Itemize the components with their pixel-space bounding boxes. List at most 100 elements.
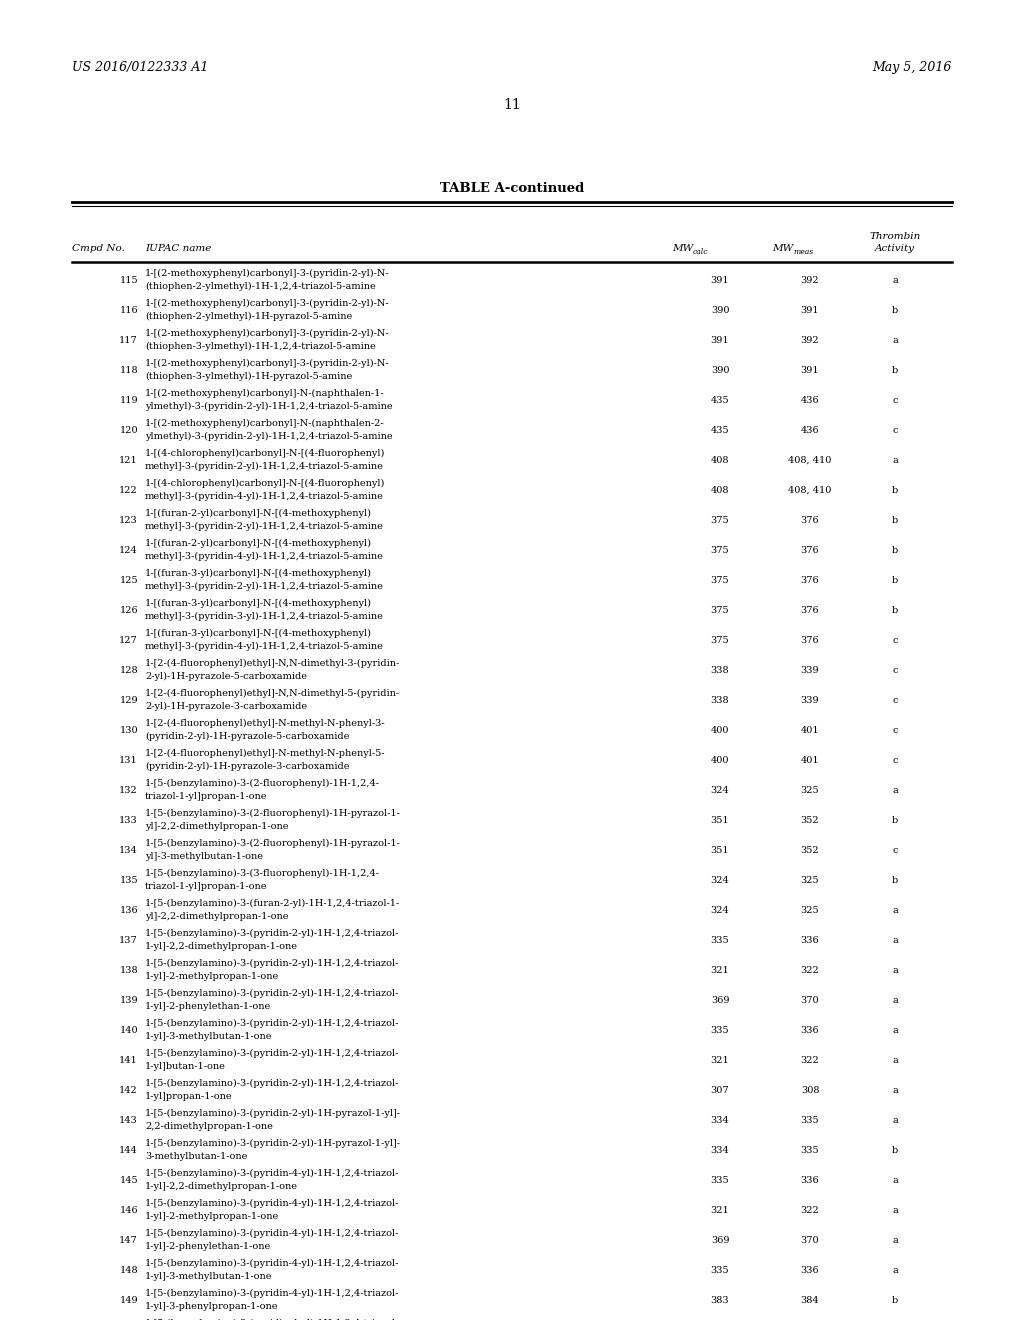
- Text: a: a: [892, 1205, 898, 1214]
- Text: b: b: [892, 366, 898, 375]
- Text: 1-yl]propan-1-one: 1-yl]propan-1-one: [145, 1092, 232, 1101]
- Text: c: c: [892, 696, 898, 705]
- Text: a: a: [892, 1236, 898, 1245]
- Text: 1-[5-(benzylamino)-3-(2-fluorophenyl)-1H-1,2,4-: 1-[5-(benzylamino)-3-(2-fluorophenyl)-1H…: [145, 779, 380, 788]
- Text: 115: 115: [120, 276, 138, 285]
- Text: a: a: [892, 1056, 898, 1065]
- Text: 401: 401: [801, 756, 819, 764]
- Text: 352: 352: [801, 846, 819, 855]
- Text: 132: 132: [119, 785, 138, 795]
- Text: 436: 436: [801, 426, 819, 434]
- Text: a: a: [892, 276, 898, 285]
- Text: 335: 335: [711, 936, 729, 945]
- Text: 308: 308: [801, 1086, 819, 1094]
- Text: 122: 122: [119, 486, 138, 495]
- Text: 322: 322: [801, 966, 819, 974]
- Text: 130: 130: [120, 726, 138, 735]
- Text: 149: 149: [120, 1296, 138, 1304]
- Text: b: b: [892, 306, 898, 314]
- Text: 321: 321: [711, 1056, 729, 1065]
- Text: 400: 400: [711, 726, 729, 735]
- Text: 2-yl)-1H-pyrazole-5-carboxamide: 2-yl)-1H-pyrazole-5-carboxamide: [145, 672, 307, 681]
- Text: b: b: [892, 1296, 898, 1304]
- Text: meas: meas: [793, 248, 813, 256]
- Text: 391: 391: [711, 276, 729, 285]
- Text: 324: 324: [711, 875, 729, 884]
- Text: 124: 124: [119, 545, 138, 554]
- Text: 335: 335: [711, 1026, 729, 1035]
- Text: MW: MW: [672, 244, 693, 253]
- Text: 1-[2-(4-fluorophenyl)ethyl]-N,N-dimethyl-3-(pyridin-: 1-[2-(4-fluorophenyl)ethyl]-N,N-dimethyl…: [145, 659, 400, 668]
- Text: 138: 138: [120, 966, 138, 974]
- Text: a: a: [892, 1176, 898, 1185]
- Text: 123: 123: [119, 516, 138, 525]
- Text: yl]-2,2-dimethylpropan-1-one: yl]-2,2-dimethylpropan-1-one: [145, 822, 289, 832]
- Text: 1-yl]-2-methylpropan-1-one: 1-yl]-2-methylpropan-1-one: [145, 1212, 280, 1221]
- Text: b: b: [892, 875, 898, 884]
- Text: 1-yl]-2-phenylethan-1-one: 1-yl]-2-phenylethan-1-one: [145, 1002, 271, 1011]
- Text: 1-[5-(benzylamino)-3-(pyridin-4-yl)-1H-1,2,4-triazol-: 1-[5-(benzylamino)-3-(pyridin-4-yl)-1H-1…: [145, 1290, 399, 1298]
- Text: 400: 400: [711, 756, 729, 764]
- Text: 376: 376: [801, 576, 819, 585]
- Text: 134: 134: [119, 846, 138, 855]
- Text: 1-[5-(benzylamino)-3-(pyridin-2-yl)-1H-1,2,4-triazol-: 1-[5-(benzylamino)-3-(pyridin-2-yl)-1H-1…: [145, 960, 399, 968]
- Text: 1-yl]-3-phenylpropan-1-one: 1-yl]-3-phenylpropan-1-one: [145, 1302, 279, 1311]
- Text: 1-[2-(4-fluorophenyl)ethyl]-N,N-dimethyl-5-(pyridin-: 1-[2-(4-fluorophenyl)ethyl]-N,N-dimethyl…: [145, 689, 400, 698]
- Text: US 2016/0122333 A1: US 2016/0122333 A1: [72, 62, 208, 74]
- Text: 1-[5-(benzylamino)-3-(pyridin-4-yl)-1H-1,2,4-triazol-: 1-[5-(benzylamino)-3-(pyridin-4-yl)-1H-1…: [145, 1259, 399, 1269]
- Text: yl]-2,2-dimethylpropan-1-one: yl]-2,2-dimethylpropan-1-one: [145, 912, 289, 921]
- Text: IUPAC name: IUPAC name: [145, 244, 211, 253]
- Text: 324: 324: [711, 906, 729, 915]
- Text: 1-yl]-2,2-dimethylpropan-1-one: 1-yl]-2,2-dimethylpropan-1-one: [145, 942, 298, 950]
- Text: Cmpd No.: Cmpd No.: [72, 244, 125, 253]
- Text: 1-[(2-methoxyphenyl)carbonyl]-3-(pyridin-2-yl)-N-: 1-[(2-methoxyphenyl)carbonyl]-3-(pyridin…: [145, 300, 389, 308]
- Text: 1-[5-(benzylamino)-3-(pyridin-4-yl)-1H-1,2,4-triazol-: 1-[5-(benzylamino)-3-(pyridin-4-yl)-1H-1…: [145, 1170, 399, 1179]
- Text: triazol-1-yl]propan-1-one: triazol-1-yl]propan-1-one: [145, 882, 267, 891]
- Text: Activity: Activity: [874, 244, 915, 253]
- Text: 352: 352: [801, 816, 819, 825]
- Text: 1-yl]-2,2-dimethylpropan-1-one: 1-yl]-2,2-dimethylpropan-1-one: [145, 1181, 298, 1191]
- Text: 375: 375: [711, 576, 729, 585]
- Text: 1-[(2-methoxyphenyl)carbonyl]-N-(naphthalen-1-: 1-[(2-methoxyphenyl)carbonyl]-N-(naphtha…: [145, 389, 385, 399]
- Text: 1-[2-(4-fluorophenyl)ethyl]-N-methyl-N-phenyl-5-: 1-[2-(4-fluorophenyl)ethyl]-N-methyl-N-p…: [145, 748, 385, 758]
- Text: ylmethyl)-3-(pyridin-2-yl)-1H-1,2,4-triazol-5-amine: ylmethyl)-3-(pyridin-2-yl)-1H-1,2,4-tria…: [145, 403, 392, 411]
- Text: 335: 335: [711, 1176, 729, 1185]
- Text: 136: 136: [120, 906, 138, 915]
- Text: (pyridin-2-yl)-1H-pyrazole-5-carboxamide: (pyridin-2-yl)-1H-pyrazole-5-carboxamide: [145, 733, 349, 741]
- Text: c: c: [892, 426, 898, 434]
- Text: 324: 324: [711, 785, 729, 795]
- Text: 390: 390: [711, 366, 729, 375]
- Text: 2-yl)-1H-pyrazole-3-carboxamide: 2-yl)-1H-pyrazole-3-carboxamide: [145, 702, 307, 711]
- Text: a: a: [892, 1086, 898, 1094]
- Text: 11: 11: [503, 98, 521, 112]
- Text: TABLE A-continued: TABLE A-continued: [440, 181, 584, 194]
- Text: c: c: [892, 636, 898, 644]
- Text: a: a: [892, 966, 898, 974]
- Text: 1-[5-(benzylamino)-3-(pyridin-2-yl)-1H-1,2,4-triazol-: 1-[5-(benzylamino)-3-(pyridin-2-yl)-1H-1…: [145, 929, 399, 939]
- Text: 139: 139: [120, 995, 138, 1005]
- Text: a: a: [892, 785, 898, 795]
- Text: 1-[(furan-3-yl)carbonyl]-N-[(4-methoxyphenyl): 1-[(furan-3-yl)carbonyl]-N-[(4-methoxyph…: [145, 569, 372, 578]
- Text: methyl]-3-(pyridin-2-yl)-1H-1,2,4-triazol-5-amine: methyl]-3-(pyridin-2-yl)-1H-1,2,4-triazo…: [145, 582, 384, 591]
- Text: 335: 335: [801, 1115, 819, 1125]
- Text: 408, 410: 408, 410: [788, 486, 831, 495]
- Text: 148: 148: [120, 1266, 138, 1275]
- Text: 391: 391: [801, 366, 819, 375]
- Text: 133: 133: [119, 816, 138, 825]
- Text: 1-[2-(4-fluorophenyl)ethyl]-N-methyl-N-phenyl-3-: 1-[2-(4-fluorophenyl)ethyl]-N-methyl-N-p…: [145, 719, 386, 729]
- Text: c: c: [892, 756, 898, 764]
- Text: 1-[5-(benzylamino)-3-(pyridin-2-yl)-1H-pyrazol-1-yl]-: 1-[5-(benzylamino)-3-(pyridin-2-yl)-1H-p…: [145, 1139, 401, 1148]
- Text: 1-[5-(benzylamino)-3-(pyridin-2-yl)-1H-1,2,4-triazol-: 1-[5-(benzylamino)-3-(pyridin-2-yl)-1H-1…: [145, 989, 399, 998]
- Text: (thiophen-2-ylmethyl)-1H-1,2,4-triazol-5-amine: (thiophen-2-ylmethyl)-1H-1,2,4-triazol-5…: [145, 282, 376, 292]
- Text: b: b: [892, 545, 898, 554]
- Text: 1-yl]-3-methylbutan-1-one: 1-yl]-3-methylbutan-1-one: [145, 1272, 272, 1280]
- Text: 351: 351: [711, 816, 729, 825]
- Text: 1-[5-(benzylamino)-3-(pyridin-2-yl)-1H-pyrazol-1-yl]-: 1-[5-(benzylamino)-3-(pyridin-2-yl)-1H-p…: [145, 1109, 401, 1118]
- Text: 384: 384: [801, 1296, 819, 1304]
- Text: 339: 339: [801, 696, 819, 705]
- Text: 3-methylbutan-1-one: 3-methylbutan-1-one: [145, 1152, 248, 1162]
- Text: triazol-1-yl]propan-1-one: triazol-1-yl]propan-1-one: [145, 792, 267, 801]
- Text: 375: 375: [711, 545, 729, 554]
- Text: 1-yl]-3-methylbutan-1-one: 1-yl]-3-methylbutan-1-one: [145, 1032, 272, 1041]
- Text: 1-[5-(benzylamino)-3-(2-fluorophenyl)-1H-pyrazol-1-: 1-[5-(benzylamino)-3-(2-fluorophenyl)-1H…: [145, 809, 400, 818]
